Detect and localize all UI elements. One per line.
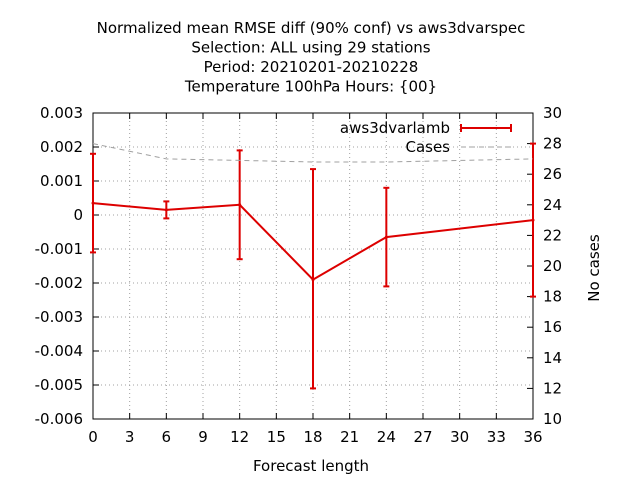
y2-tick-label: 26 <box>543 165 562 183</box>
x-tick-label: 21 <box>340 428 359 446</box>
x-tick-label: 27 <box>413 428 432 446</box>
y-tick-label: -0.006 <box>35 410 83 428</box>
y2-tick-label: 28 <box>543 135 562 153</box>
x-tick-label: 33 <box>487 428 506 446</box>
y-tick-label: 0.003 <box>40 104 83 122</box>
data-point <box>238 203 242 207</box>
y2-axis-ticks: 30 28 26 24 22 20 18 16 14 12 10 <box>527 104 562 428</box>
legend-label: aws3dvarlamb <box>340 119 450 137</box>
y2-tick-label: 18 <box>543 288 562 306</box>
x-tick-label: 30 <box>450 428 469 446</box>
x-tick-label: 6 <box>162 428 172 446</box>
data-point <box>91 201 95 205</box>
y-tick-label: 0.002 <box>40 138 83 156</box>
y2-axis-label: No cases <box>585 234 603 302</box>
data-point <box>311 278 315 282</box>
y-tick-label: 0 <box>73 206 83 224</box>
x-tick-label: 36 <box>523 428 542 446</box>
series-line-cases <box>92 143 534 163</box>
y-tick-label: 0.001 <box>40 172 83 190</box>
x-tick-label: 3 <box>125 428 135 446</box>
y-tick-label: -0.001 <box>35 240 83 258</box>
data-point <box>164 208 168 212</box>
x-tick-label: 24 <box>377 428 396 446</box>
chart-title: Normalized mean RMSE diff (90% conf) vs … <box>97 19 526 96</box>
y-axis-ticks: 0.003 0.002 0.001 0 -0.001 -0.002 -0.003 -0.004… <box>35 104 99 428</box>
y2-tick-label: 14 <box>543 349 562 367</box>
data-point <box>531 218 535 222</box>
y2-tick-label: 10 <box>543 410 562 428</box>
y-tick-label: -0.002 <box>35 274 83 292</box>
title-line: Normalized mean RMSE diff (90% conf) vs … <box>97 19 526 37</box>
x-axis-ticks: 0 3 6 9 12 15 18 21 24 27 30 33 36 <box>88 113 543 446</box>
y-tick-label: -0.004 <box>35 342 83 360</box>
title-line: Temperature 100hPa Hours: {00} <box>184 78 437 96</box>
y2-tick-label: 12 <box>543 379 562 397</box>
y2-tick-label: 24 <box>543 196 562 214</box>
y2-tick-label: 16 <box>543 318 562 336</box>
y2-tick-label: 20 <box>543 257 562 275</box>
legend-label: Cases <box>405 138 450 156</box>
x-axis-label: Forecast length <box>253 457 369 475</box>
x-tick-label: 15 <box>267 428 286 446</box>
y-tick-label: -0.003 <box>35 308 83 326</box>
x-tick-label: 18 <box>303 428 322 446</box>
x-tick-label: 12 <box>230 428 249 446</box>
x-tick-label: 0 <box>88 428 98 446</box>
data-point <box>384 235 388 239</box>
title-line: Selection: ALL using 29 stations <box>191 39 430 57</box>
y2-tick-label: 30 <box>543 104 562 122</box>
series-line-aws3dvarlamb <box>92 202 534 281</box>
x-tick-label: 9 <box>198 428 208 446</box>
y-tick-label: -0.005 <box>35 376 83 394</box>
title-line: Period: 20210201-20210228 <box>204 58 419 76</box>
y2-tick-label: 22 <box>543 226 562 244</box>
series <box>90 142 536 390</box>
